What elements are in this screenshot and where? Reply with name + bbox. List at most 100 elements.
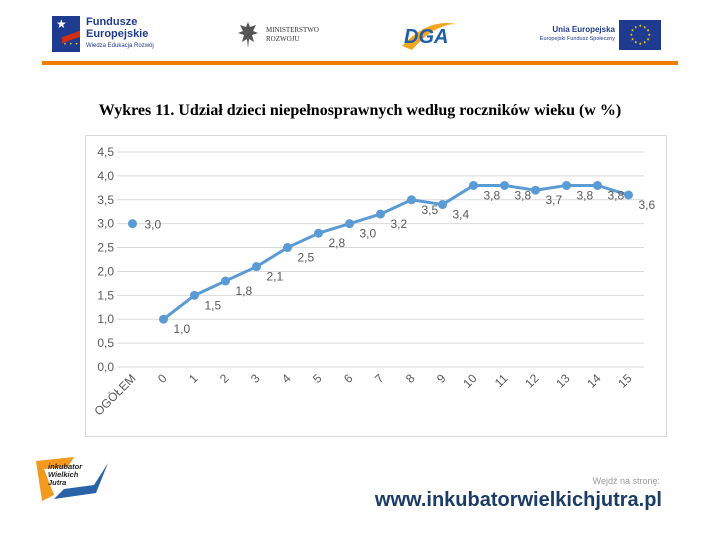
y-tick-label: 1,0 [97,312,114,326]
ministry-line2: ROZWOJU [266,35,300,43]
summary-data-label: 3,0 [145,218,162,232]
svg-text:★: ★ [646,37,650,42]
data-label: 1,0 [174,322,191,336]
y-tick-label: 0,5 [97,336,114,350]
data-label: 3,8 [608,188,625,202]
y-tick-label: 2,0 [97,264,114,278]
y-tick-label: 4,5 [97,145,114,159]
data-point [190,290,199,300]
svg-text:★: ★ [643,40,647,45]
x-tick-label: 14 [584,371,604,391]
svg-text:★: ★ [631,28,635,33]
data-point [500,180,509,190]
header-divider [42,61,678,65]
svg-text:★: ★ [631,37,635,42]
data-label: 3,2 [391,217,408,231]
x-tick-label: 6 [341,371,356,386]
data-point [252,262,261,272]
header: ★ • • • Fundusze Europejskie Wiedza Eduk… [0,0,720,70]
data-point [531,185,540,195]
y-tick-label: 3,0 [97,217,114,231]
y-tick-label: 3,5 [97,193,114,207]
fe-logo-line1: Fundusze [86,16,138,28]
dga-logo-text: DGA [404,26,449,48]
data-label: 2,5 [298,251,315,265]
fe-logo-line2: Europejskie [86,28,149,40]
data-label: 1,8 [236,284,253,298]
data-point [345,219,354,229]
data-label: 3,4 [453,208,470,222]
x-tick-label: 7 [372,371,387,386]
data-label: 2,1 [267,270,284,284]
x-tick-label: 5 [310,371,325,386]
data-label: 3,8 [515,188,532,202]
data-point [376,209,385,219]
eagle-icon [238,22,258,48]
svg-text:★: ★ [643,24,647,29]
data-label: 3,8 [577,188,594,202]
dga-logo: DGA [398,16,458,54]
inkubator-logo-line1: inkubator [48,462,83,471]
x-tick-label: 15 [615,371,635,391]
inkubator-logo: inkubator Wielkich Jutra [34,455,112,507]
data-point [159,314,168,324]
svg-text:★: ★ [639,23,643,28]
data-point [221,276,230,286]
x-tick-label: OGÓŁEM [91,371,139,419]
ue-logo-line2: Europejski Fundusz Społeczny [539,36,615,42]
y-tick-label: 0,0 [97,360,114,374]
fundusze-europejskie-logo: ★ • • • Fundusze Europejskie Wiedza Eduk… [52,14,212,56]
x-tick-label: 12 [522,371,542,391]
inkubator-logo-line2: Wielkich [48,470,79,479]
x-tick-label: 11 [492,371,511,390]
data-label: 3,7 [546,193,563,207]
website-link[interactable]: www.inkubatorwielkichjutra.pl [374,489,662,511]
svg-text:★: ★ [639,41,643,46]
svg-text:★: ★ [634,40,638,45]
svg-text:★: ★ [648,32,652,37]
data-point [593,180,602,190]
ministry-logo: MINISTERSTWO ROZWOJU [236,20,336,52]
x-tick-label: 4 [279,371,294,386]
data-point [562,180,571,190]
eu-flag-icon: ★ ★★ ★★★ ★★★ ★★★ [619,20,661,50]
ue-logo-line1: Unia Europejska [552,25,615,34]
chart-container: 0,0 0,5 1,0 1,5 2,0 2,5 3,0 3,5 4,0 4,5 OGÓŁEM 0 1 2 3… [85,135,667,437]
svg-text:★: ★ [630,32,634,37]
data-point [438,200,447,210]
data-point [407,195,416,205]
data-label: 3,5 [422,203,439,217]
data-label: 3,0 [360,227,377,241]
x-tick-label: 8 [403,371,418,386]
x-tick-label: 13 [553,371,573,391]
data-point [283,243,292,253]
inkubator-logo-mark-icon [36,457,108,501]
data-point [469,180,478,190]
svg-text:★: ★ [634,24,638,29]
summary-data-point [128,219,137,229]
x-tick-label: 9 [434,371,449,386]
x-tick-label: 2 [217,371,232,386]
data-label: 1,5 [205,298,222,312]
series-line [162,183,629,321]
inkubator-logo-line3: Jutra [48,478,67,487]
data-label: 2,8 [329,236,346,250]
y-tick-label: 2,5 [97,241,114,255]
dga-swoosh-icon [402,22,456,50]
data-point [624,190,633,200]
data-label: 3,6 [639,198,656,212]
y-tick-label: 4,0 [97,169,114,183]
fe-logo-line3: Wiedza Edukacja Rozwój [86,43,154,49]
data-label: 3,8 [484,188,501,202]
x-tick-label: 10 [460,371,480,391]
chart-title: Wykres 11. Udział dzieci niepełnosprawny… [98,102,622,119]
y-tick-label: 1,5 [97,288,114,302]
fe-flag-icon: ★ • • • [52,16,80,52]
data-point [314,228,323,238]
x-tick-label: 3 [248,371,263,386]
footer-note: Wejdź na stronę: [592,476,660,486]
ministry-line1: MINISTERSTWO [266,26,319,34]
unia-europejska-logo: Unia Europejska Europejski Fundusz Społe… [520,20,665,54]
x-tick-label: 1 [186,371,201,386]
